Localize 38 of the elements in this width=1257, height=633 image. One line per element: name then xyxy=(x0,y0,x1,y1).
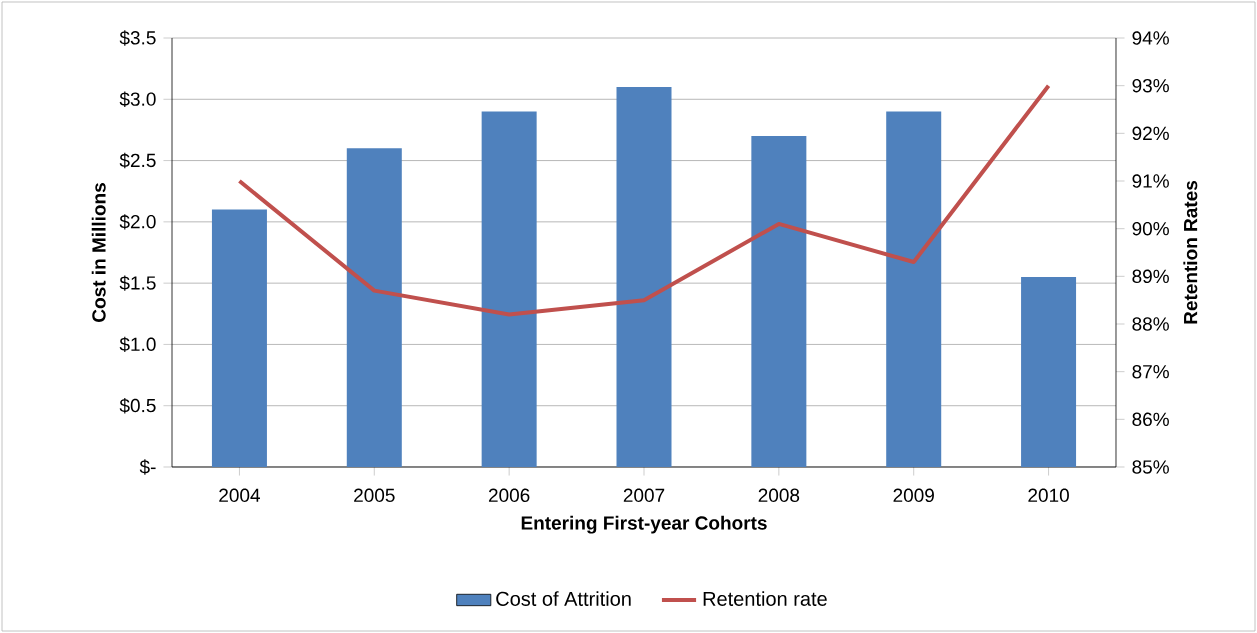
y-tick-label: $3.5 xyxy=(119,30,156,46)
bar xyxy=(481,111,537,467)
x-tick-label: 2010 xyxy=(1028,488,1069,503)
y-tick-label: $0.5 xyxy=(119,398,156,414)
legend-label: Retention rate xyxy=(703,591,827,606)
bar xyxy=(751,136,807,467)
legend-label: Cost of Attrition xyxy=(496,591,631,606)
x-tick-label: 2004 xyxy=(219,488,260,503)
bar xyxy=(886,111,942,467)
x-tick-label: 2005 xyxy=(354,488,395,503)
y2-tick-label: 89% xyxy=(1132,269,1169,284)
x-tick-label: 2008 xyxy=(758,488,800,503)
x-axis-title: Entering First-year Cohorts xyxy=(521,515,767,534)
y2-tick-label: 88% xyxy=(1132,317,1169,331)
y2-tick-label: 85% xyxy=(1132,460,1169,474)
x-tick-label: 2009 xyxy=(893,488,934,503)
y2-tick-label: 93% xyxy=(1132,78,1169,93)
y2-axis-title: Retention Rates xyxy=(1183,180,1198,324)
y2-tick-label: 94% xyxy=(1132,31,1169,45)
y2-tick-label: 92% xyxy=(1132,126,1169,141)
y-tick-label: $1.0 xyxy=(119,336,156,353)
y-tick-label: $- xyxy=(139,459,156,475)
line-series xyxy=(237,83,1051,317)
y-tick-label: $2.5 xyxy=(119,152,156,169)
y-tick-label: $2.0 xyxy=(119,214,156,230)
y-axis-title: Cost in Millions xyxy=(91,183,106,322)
y2-tick-label: 91% xyxy=(1132,174,1169,188)
y2-tick-label: 90% xyxy=(1132,221,1169,236)
x-tick-label: 2007 xyxy=(623,488,665,503)
y2-tick-label: 87% xyxy=(1132,364,1169,379)
bar xyxy=(346,148,402,467)
bar xyxy=(1021,277,1077,467)
y-tick-label: $1.5 xyxy=(119,275,156,291)
bar xyxy=(211,209,267,467)
bar xyxy=(616,87,672,467)
y2-tick-label: 86% xyxy=(1132,412,1169,427)
y-tick-label: $3.0 xyxy=(119,91,156,107)
x-tick-label: 2006 xyxy=(488,488,530,503)
